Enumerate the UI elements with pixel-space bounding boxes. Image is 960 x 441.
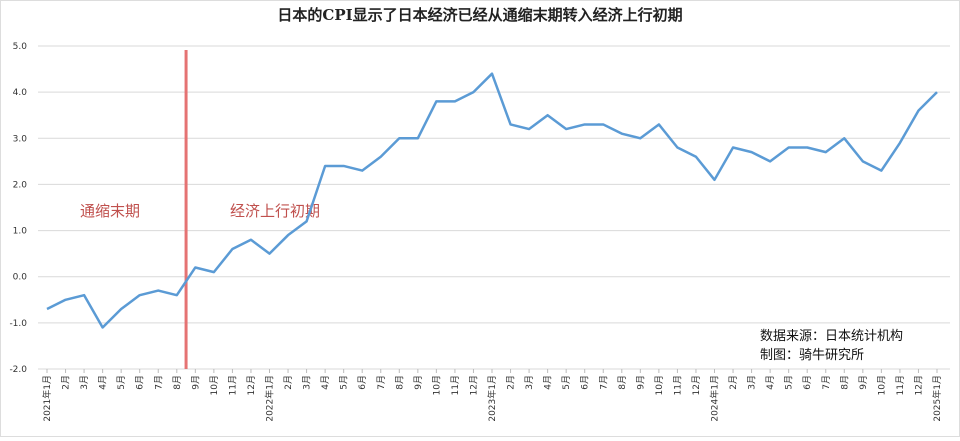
x-tick-label: 2025年1月: [931, 375, 943, 422]
x-tick-label: 9月: [635, 375, 646, 390]
x-tick-label: 2月: [61, 375, 72, 390]
x-tick-label: 2023年1月: [486, 375, 498, 422]
x-tick-label: 12月: [691, 375, 702, 395]
x-tick-label: 11月: [450, 375, 461, 395]
x-tick-label: 6月: [580, 375, 591, 390]
x-tick-label: 11月: [895, 375, 906, 395]
cpi-line: [46, 72, 938, 329]
x-tick-label: 4月: [98, 375, 109, 390]
x-tick-label: 9月: [858, 375, 869, 390]
x-tick-label: 8月: [839, 375, 850, 390]
y-tick-label: -2.0: [9, 365, 27, 375]
x-tick-label: 8月: [394, 375, 405, 390]
annotation: 经济上行初期: [230, 202, 320, 220]
x-tick-label: 12月: [913, 375, 924, 395]
x-tick-label: 10月: [654, 375, 665, 395]
x-tick-label: 2月: [283, 375, 294, 390]
x-tick-label: 5月: [784, 375, 795, 390]
y-tick-label: 5.0: [13, 42, 28, 52]
x-tick-label: 5月: [116, 375, 127, 390]
x-tick-label: 9月: [413, 375, 424, 390]
y-tick-label: 0.0: [13, 273, 28, 283]
y-tick-label: -1.0: [9, 319, 27, 329]
y-tick-label: 4.0: [13, 88, 28, 98]
x-tick-label: 3月: [302, 375, 313, 390]
x-tick-label: 4月: [320, 375, 331, 390]
x-tick-label: 3月: [79, 375, 90, 390]
x-tick-label: 3月: [747, 375, 758, 390]
x-tick-label: 6月: [357, 375, 368, 390]
x-tick-label: 7月: [153, 375, 164, 390]
x-tick-label: 10月: [209, 375, 220, 395]
x-tick-label: 5月: [339, 375, 350, 390]
source: 制图：骑牛研究所: [760, 348, 864, 363]
x-tick-label: 11月: [672, 375, 683, 395]
x-tick-label: 7月: [598, 375, 609, 390]
x-tick-label: 4月: [765, 375, 776, 390]
x-tick-label: 8月: [172, 375, 183, 390]
x-tick-label: 8月: [617, 375, 628, 390]
y-tick-label: 2.0: [13, 180, 28, 190]
x-tick-label: 7月: [821, 375, 832, 390]
x-tick-label: 10月: [431, 375, 442, 395]
x-tick-label: 3月: [524, 375, 535, 390]
x-tick-label: 6月: [135, 375, 146, 390]
x-tick-label: 12月: [468, 375, 479, 395]
x-tick-label: 2月: [728, 375, 739, 390]
x-tick-label: 2021年1月: [41, 375, 53, 422]
x-tick-label: 5月: [561, 375, 572, 390]
y-tick-label: 1.0: [13, 227, 28, 237]
annotation: 通缩末期: [80, 202, 140, 220]
x-tick-label: 4月: [543, 375, 554, 390]
x-tick-label: 12月: [246, 375, 257, 395]
x-tick-label: 10月: [876, 375, 887, 395]
x-tick-label: 7月: [376, 375, 387, 390]
x-tick-label: 2月: [506, 375, 517, 390]
y-tick-label: 3.0: [13, 134, 28, 144]
source: 数据来源：日本统计机构: [760, 329, 903, 344]
x-tick-label: 2022年1月: [264, 375, 276, 422]
x-tick-label: 6月: [802, 375, 813, 390]
x-tick-label: 2024年1月: [709, 375, 721, 422]
x-tick-label: 9月: [190, 375, 201, 390]
x-tick-label: 11月: [227, 375, 238, 395]
chart-title: 日本的CPI显示了日本经济已经从通缩末期转入经济上行初期: [277, 6, 682, 24]
